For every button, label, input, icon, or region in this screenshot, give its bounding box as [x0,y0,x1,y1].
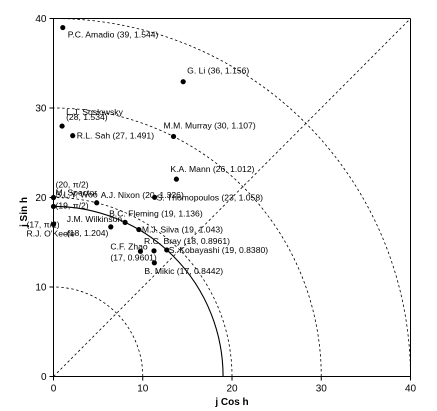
data-point [94,200,100,206]
data-point [70,133,76,139]
data-point [173,176,179,182]
x-tick-label: 40 [405,384,417,395]
point-label: (19, π/2) [56,200,89,210]
data-point [180,79,186,85]
data-point [164,247,170,253]
point-labels: P.C. Amadio (39, 1.544) G. Li (36, 1.156)… [27,30,269,276]
data-point [59,123,65,129]
point-label: A.J. Nixon (20, 1.326) [101,190,184,200]
point-label: S. Thomopoulos (23, 1.058) [157,192,264,202]
y-axis-label: j Sin h [19,197,30,228]
point-label: S. Kobayashi (19, 0.8380) [169,245,269,255]
point-label: B. Mikic (17, 0.8442) [144,266,223,276]
data-point [151,260,157,266]
data-point [152,194,158,200]
x-axis-ticks: 0 10 20 30 40 [51,376,417,395]
y-tick-label: 30 [35,104,47,115]
data-point [50,194,57,201]
point-label: C.F. Zhao [110,241,147,251]
x-axis-label: j Cos h [214,397,248,408]
point-label: (17, 0.9601) [110,252,156,262]
data-point [136,226,142,233]
point-label: S.L.Y. Woo [56,189,98,199]
reference-arc-30 [53,107,322,377]
point-label: B.C. Fleming (19, 1.136) [109,208,203,218]
data-point [50,203,57,210]
point-label: R.L. Sah (27, 1.491) [77,131,155,141]
point-label: L.J. Soslowsky [66,107,124,117]
data-point [137,248,144,254]
data-point [151,248,157,254]
x-tick-label: 30 [316,384,328,395]
diagonal-line [53,18,411,377]
reference-arcs [53,18,411,377]
point-label: P.C. Amadio (39, 1.544) [68,30,159,40]
y-tick-label: 0 [41,372,47,383]
data-point [170,133,177,140]
y-axis-ticks: 0 10 20 30 40 [35,14,54,383]
y-tick-label: 40 [35,14,47,25]
data-point [122,219,128,225]
y-tick-label: 20 [35,193,47,204]
point-label: (18, 1.204) [67,228,109,238]
data-points [50,24,186,266]
point-label: M. Spector [56,188,98,198]
point-label: (28, 1.534) [66,112,108,122]
reference-arc-20 [53,197,233,377]
reference-arc-10 [53,286,144,377]
y-tick-label: 10 [35,283,47,294]
data-point [50,221,57,227]
point-label: (20, π/2) [56,180,89,190]
point-label: R.C. Bray (18, 0.8961) [144,236,230,246]
solid-curve-path [53,205,224,377]
x-tick-label: 0 [51,384,57,395]
data-point [60,24,66,31]
x-tick-label: 20 [226,384,238,395]
point-label: (17, π/2) [27,219,60,229]
point-label: M.J. Silva (19, 1.043) [142,225,223,235]
point-label: G. Li (36, 1.156) [187,66,249,76]
data-point [108,224,114,230]
point-label: M.M. Murray (30, 1.107) [164,120,256,130]
x-tick-label: 10 [137,384,149,395]
solid-curve [53,205,224,377]
point-label: J.M. Wilkinson [67,214,123,224]
diagonal-line-path [53,18,411,377]
point-label: R.J. O'Keefe [27,228,76,238]
point-label: K.A. Mann (26, 1.012) [170,164,254,174]
reference-arc-40 [53,18,411,377]
